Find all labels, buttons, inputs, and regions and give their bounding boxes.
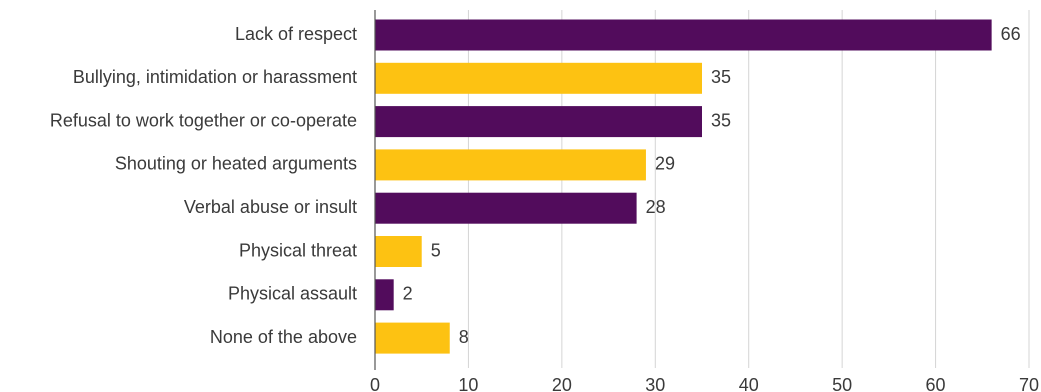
value-label: 66 (1001, 24, 1021, 44)
x-tick-label: 50 (832, 375, 852, 392)
x-tick-label: 40 (739, 375, 759, 392)
bar (375, 279, 394, 311)
x-tick-label: 30 (645, 375, 665, 392)
value-label: 35 (711, 110, 731, 130)
bar (375, 236, 422, 267)
value-label: 5 (431, 240, 441, 260)
bar (375, 192, 637, 224)
category-label: None of the above (210, 327, 357, 347)
category-label: Verbal abuse or insult (184, 197, 357, 217)
x-tick-label: 10 (458, 375, 478, 392)
bar (375, 149, 646, 181)
x-tick-label: 20 (552, 375, 572, 392)
value-label: 8 (459, 327, 469, 347)
category-label: Bullying, intimidation or harassment (73, 67, 357, 87)
bar (375, 62, 702, 94)
value-label: 2 (403, 284, 413, 304)
bars (375, 19, 992, 354)
bar (375, 19, 992, 51)
x-tick-label: 0 (370, 375, 380, 392)
bar (375, 322, 450, 354)
category-label: Refusal to work together or co-operate (50, 110, 357, 130)
category-label: Physical threat (239, 240, 357, 260)
bar (375, 106, 702, 138)
value-label: 29 (655, 154, 675, 174)
x-tick-label: 70 (1019, 375, 1039, 392)
category-label: Lack of respect (235, 24, 357, 44)
value-label: 35 (711, 67, 731, 87)
x-tick-label: 60 (926, 375, 946, 392)
category-labels: Lack of respect Bullying, intimidation or… (50, 24, 357, 347)
value-label: 28 (646, 197, 666, 217)
x-axis-ticks: 0 10 20 30 40 50 60 70 (370, 375, 1039, 392)
category-label: Physical assault (228, 284, 357, 304)
category-label: Shouting or heated arguments (115, 154, 357, 174)
